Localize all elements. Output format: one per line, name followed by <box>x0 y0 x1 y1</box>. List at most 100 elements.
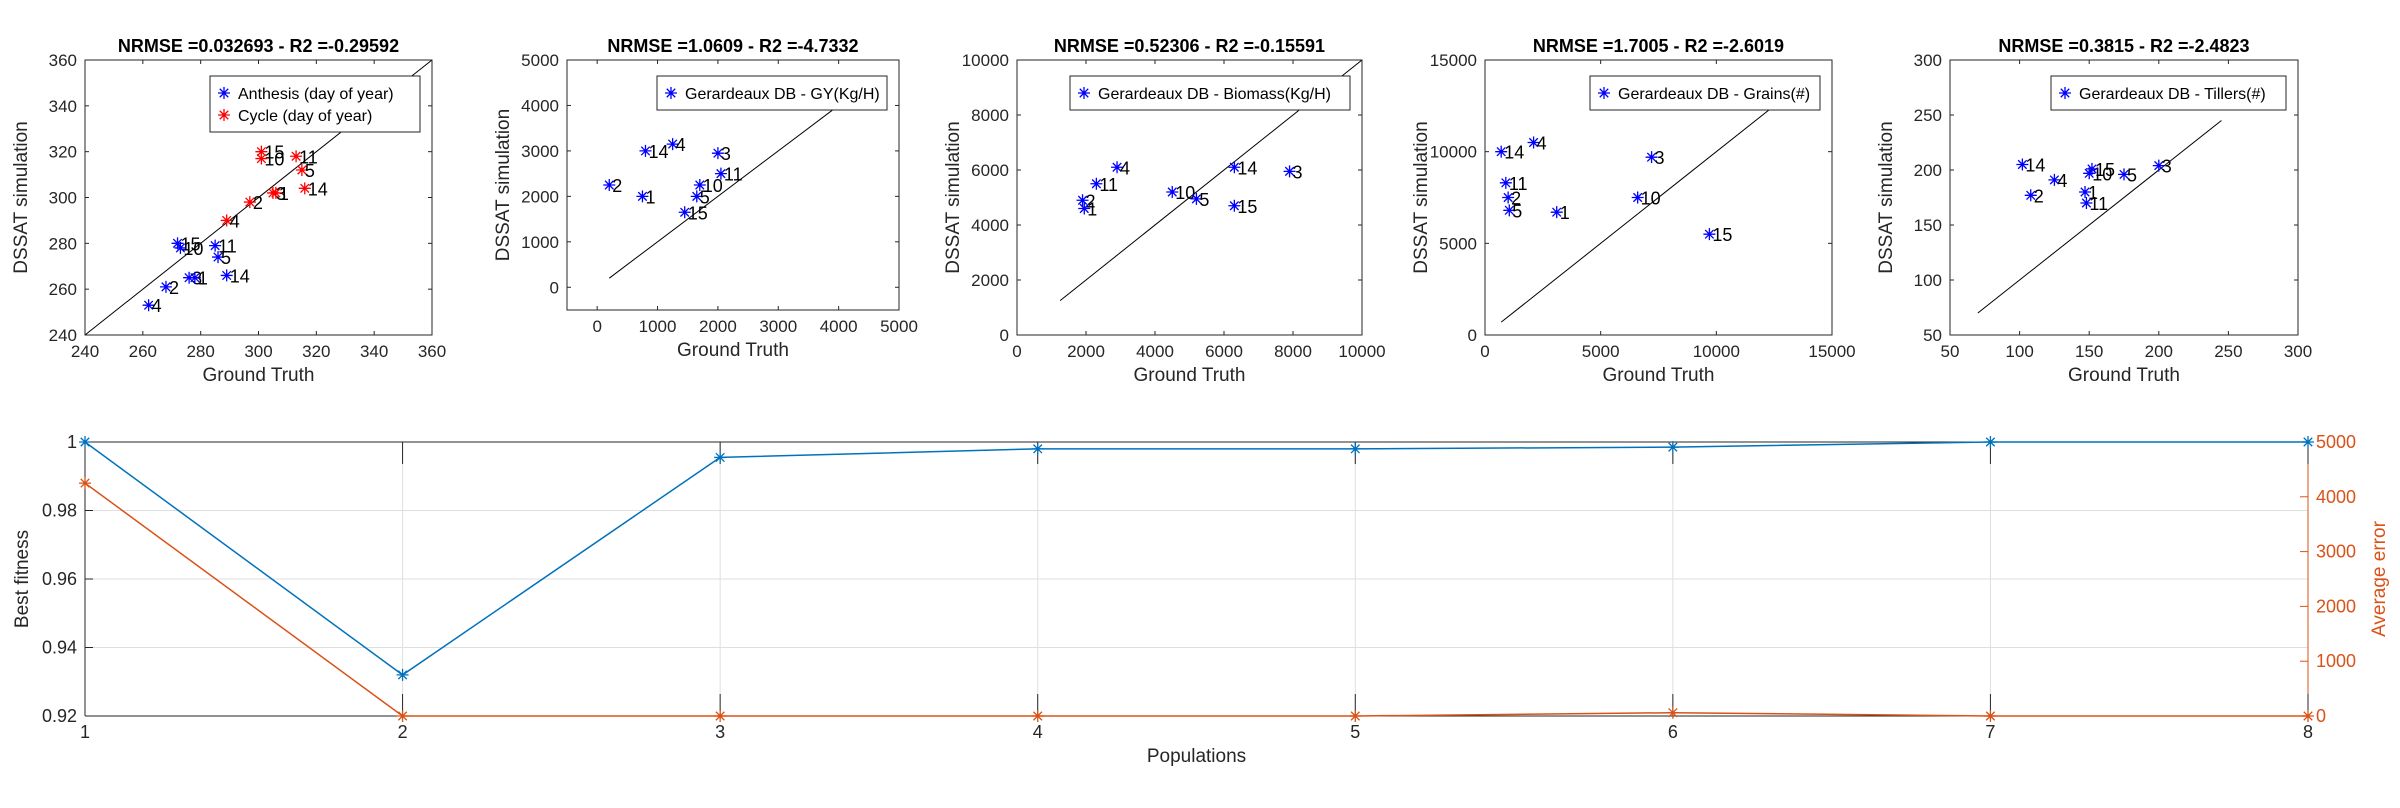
data-point <box>693 179 706 191</box>
x-tick-label: 4 <box>1033 722 1043 742</box>
x-tick-label: 10000 <box>1338 342 1385 361</box>
data-point <box>171 237 184 250</box>
data-point <box>209 239 222 252</box>
y-tick-label: 260 <box>49 280 77 299</box>
identity-line <box>1500 96 1787 323</box>
legend-box <box>1069 75 1351 111</box>
data-point <box>711 147 724 160</box>
point-label: 15 <box>264 143 284 163</box>
legend-marker <box>1078 87 1090 99</box>
point-label: 2 <box>2034 186 2044 206</box>
legend-entry: Anthesis (day of year) <box>238 86 394 103</box>
point-label: 14 <box>308 179 328 199</box>
point-label: 10 <box>183 239 203 259</box>
point-label: 5 <box>1512 201 1522 221</box>
point-label: 3 <box>721 144 731 164</box>
y-axis-label-right: Average error <box>2369 520 2390 636</box>
point-label: 1 <box>1087 200 1097 220</box>
series-marker <box>1984 710 1997 722</box>
x-tick-label: 3000 <box>759 317 797 336</box>
legend-marker <box>1598 87 1610 99</box>
point-label: 11 <box>299 147 318 167</box>
data-point <box>1703 228 1716 241</box>
data-point <box>295 164 308 176</box>
point-label: 5 <box>305 161 315 181</box>
legend-entry: Gerardeaux DB - Biomass(Kg/H) <box>1098 86 1331 103</box>
x-tick-label: 300 <box>244 342 272 361</box>
y-tick-label: 6000 <box>971 161 1009 180</box>
y-tick-label: 0.94 <box>42 638 77 658</box>
y-right-tick-label: 4000 <box>2316 487 2356 507</box>
x-tick-label: 6000 <box>1205 342 1243 361</box>
x-axis-label: Ground Truth <box>2068 365 2180 386</box>
data-point <box>2152 159 2165 172</box>
x-tick-label: 2 <box>398 722 408 742</box>
data-point <box>220 214 233 227</box>
y-right-tick-label: 5000 <box>2316 432 2356 452</box>
y-tick-label: 240 <box>49 326 77 345</box>
point-label: 15 <box>181 234 201 254</box>
y-tick-label: 340 <box>49 97 77 116</box>
y-tick-label: 280 <box>49 234 77 253</box>
chart-title: NRMSE =0.52306 - R2 =-0.15591 <box>1054 36 1325 56</box>
data-point <box>1190 192 1203 205</box>
data-point <box>1499 176 1512 189</box>
point-label: 4 <box>1120 158 1130 178</box>
x-tick-label: 0 <box>592 317 601 336</box>
data-point <box>1283 165 1296 178</box>
y-right-tick-label: 0 <box>2316 706 2326 726</box>
point-label: 15 <box>688 203 708 223</box>
data-point <box>1550 206 1563 219</box>
x-tick-label: 8000 <box>1274 342 1312 361</box>
data-point <box>269 186 282 199</box>
series-marker <box>396 710 409 722</box>
series-marker <box>1666 441 1679 454</box>
point-label: 3 <box>1655 148 1665 168</box>
legend-entry: Gerardeaux DB - Tillers(#) <box>2079 86 2266 103</box>
point-label: 15 <box>1712 225 1732 245</box>
legend-entry: Gerardeaux DB - Grains(#) <box>1618 86 1810 103</box>
point-label: 11 <box>724 165 743 185</box>
series-marker <box>1031 710 1044 722</box>
data-point <box>174 241 187 254</box>
data-point <box>298 182 311 195</box>
point-label: 11 <box>2089 194 2108 214</box>
x-tick-label: 0 <box>1480 342 1489 361</box>
data-point <box>1228 161 1241 174</box>
y-tick-label: 0 <box>550 278 559 297</box>
series-marker <box>714 710 727 722</box>
series-marker <box>79 477 91 490</box>
data-point <box>1645 151 1658 164</box>
x-tick-label: 240 <box>71 342 99 361</box>
y-tick-label: 0.96 <box>42 569 77 589</box>
y-tick-label: 0 <box>1468 326 1477 345</box>
y-tick-label: 360 <box>49 51 77 70</box>
x-axis-label: Populations <box>1147 746 1246 767</box>
data-point <box>1527 136 1540 149</box>
data-point <box>1090 177 1103 190</box>
point-label: 14 <box>1237 158 1257 178</box>
x-tick-label: 1000 <box>639 317 677 336</box>
data-point <box>220 269 233 282</box>
y-axis-label: DSSAT simulation <box>11 121 32 273</box>
point-label: 3 <box>1293 162 1303 182</box>
data-point <box>2080 197 2093 209</box>
series-marker <box>79 436 91 448</box>
point-label: 1 <box>279 184 289 204</box>
y-axis-label: DSSAT simulation <box>943 121 964 273</box>
point-label: 10 <box>703 176 723 196</box>
y-tick-label: 0.92 <box>42 706 77 726</box>
x-tick-label: 300 <box>2284 342 2312 361</box>
identity-line <box>608 105 839 279</box>
point-label: 1 <box>1560 203 1570 223</box>
point-label: 4 <box>230 211 240 231</box>
x-axis-label: Ground Truth <box>1134 365 1246 386</box>
point-label: 5 <box>700 187 710 207</box>
data-point <box>678 206 691 219</box>
data-point <box>639 144 652 157</box>
x-tick-label: 250 <box>2214 342 2242 361</box>
chart-title: NRMSE =0.032693 - R2 =-0.29592 <box>118 36 399 56</box>
y-tick-label: 320 <box>49 143 77 162</box>
data-point <box>1502 191 1515 204</box>
legend-box <box>209 75 421 133</box>
